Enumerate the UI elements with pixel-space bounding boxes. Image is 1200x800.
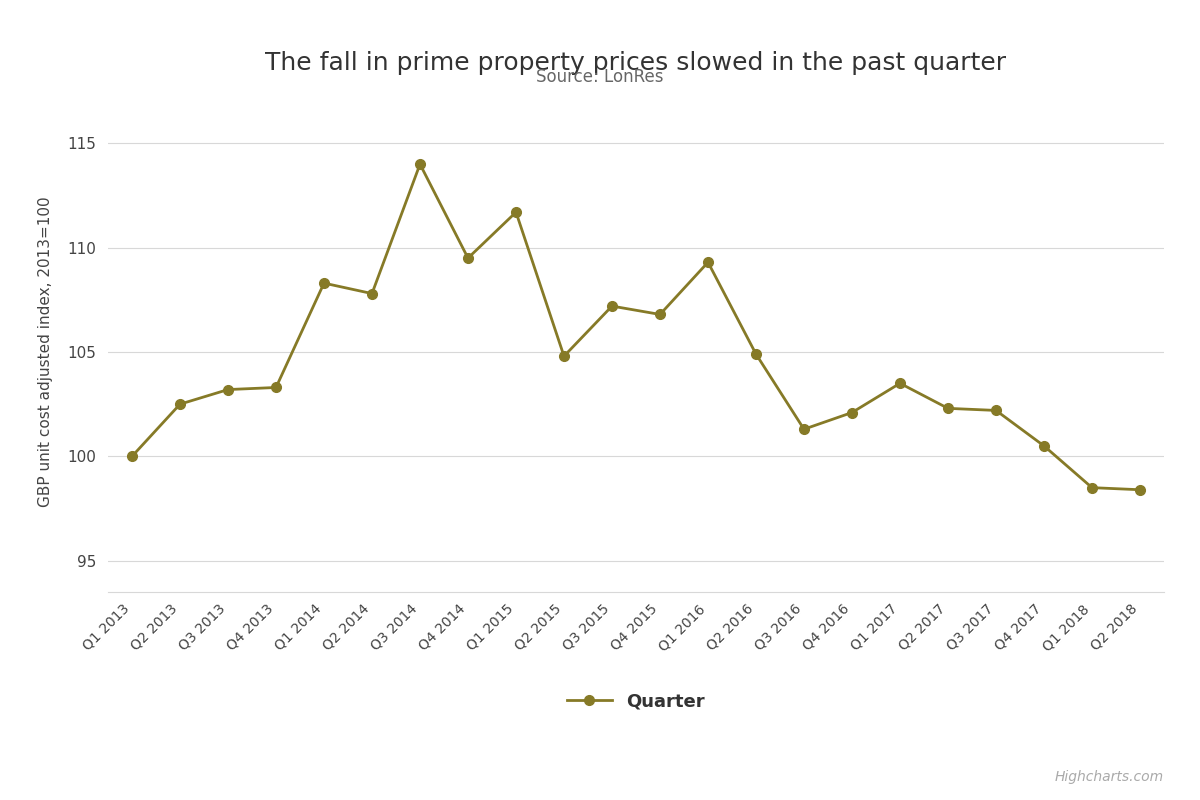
Quarter (1133, 485, 1147, 494)
Quarter (221, 385, 235, 394)
Quarter (653, 310, 667, 319)
Quarter (269, 382, 283, 392)
Line: Quarter: Quarter (127, 159, 1145, 494)
Quarter (557, 351, 571, 361)
Quarter (413, 159, 427, 169)
Quarter (701, 258, 715, 267)
Quarter (125, 451, 139, 461)
Quarter (989, 406, 1003, 415)
Legend: Quarter: Quarter (559, 685, 713, 718)
Quarter (317, 278, 331, 288)
Quarter (365, 289, 379, 298)
Title: The fall in prime property prices slowed in the past quarter: The fall in prime property prices slowed… (265, 51, 1007, 75)
Quarter (941, 403, 955, 413)
Quarter (797, 425, 811, 434)
Quarter (893, 378, 907, 388)
Quarter (749, 350, 763, 359)
Quarter (173, 399, 187, 409)
Quarter (1085, 483, 1099, 493)
Quarter (509, 207, 523, 217)
Text: Highcharts.com: Highcharts.com (1055, 770, 1164, 784)
Quarter (461, 254, 475, 263)
Quarter (1037, 441, 1051, 450)
Text: Source: LonRes: Source: LonRes (536, 68, 664, 86)
Quarter (845, 408, 859, 418)
Y-axis label: GBP unit cost adjusted index, 2013=100: GBP unit cost adjusted index, 2013=100 (38, 197, 54, 507)
Quarter (605, 302, 619, 311)
